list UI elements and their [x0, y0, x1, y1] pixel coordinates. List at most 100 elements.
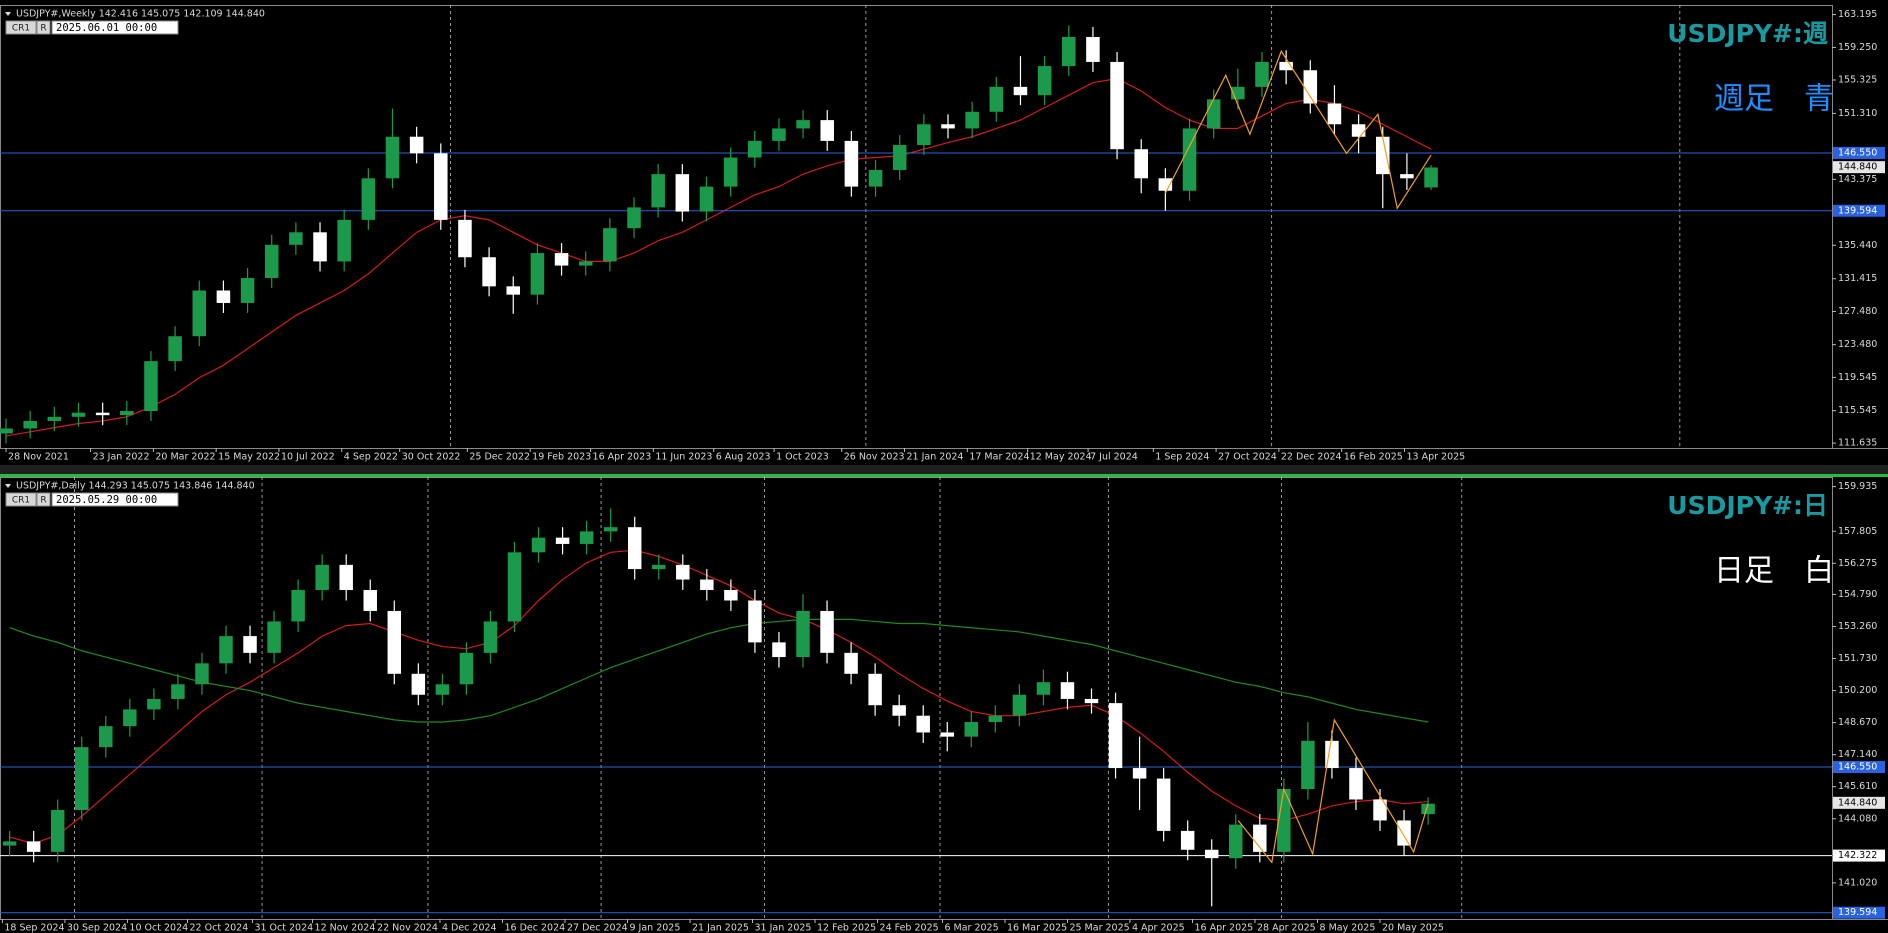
- x-tick-label: 17 Mar 2024: [969, 452, 1029, 463]
- toolbar-button-label: CR1: [12, 24, 30, 34]
- candle-body: [1373, 799, 1387, 821]
- candle-body: [1349, 768, 1363, 800]
- price-label: 146.550: [1838, 147, 1877, 158]
- candle-body: [1279, 61, 1293, 71]
- x-tick-label: 30 Oct 2022: [402, 452, 461, 463]
- candle-body: [1180, 830, 1195, 850]
- candle-body: [1086, 36, 1100, 62]
- x-tick-label: 23 Jan 2022: [93, 452, 150, 463]
- candle-body: [1132, 768, 1147, 779]
- candle-body: [0, 428, 13, 434]
- toolbar-button: [5, 492, 37, 507]
- x-tick-label: 19 Feb 2023: [532, 452, 591, 463]
- price-label-box: [1833, 906, 1885, 919]
- candle-body: [820, 120, 835, 141]
- note-label: 週足 青: [1714, 82, 1834, 117]
- candle-body: [724, 590, 738, 601]
- candle-body: [603, 228, 617, 262]
- candle-body: [385, 136, 400, 179]
- candle-body: [772, 642, 786, 658]
- candle-body: [289, 232, 303, 245]
- candle-body: [796, 120, 810, 129]
- x-tick-label: 6 Mar 2025: [944, 923, 998, 933]
- symbol-label: USDJPY#:週: [1667, 19, 1828, 48]
- menu-triangle: [5, 484, 11, 488]
- x-tick-label: 10 Oct 2024: [129, 923, 188, 933]
- x-tick-label: 15 May 2022: [218, 452, 280, 463]
- candle-body: [1037, 66, 1052, 96]
- candle-body: [796, 610, 810, 658]
- candle-body: [578, 261, 593, 266]
- current-price-label: 144.840: [1838, 162, 1877, 173]
- moving-average: [9, 549, 1429, 845]
- candle-body: [434, 153, 448, 220]
- x-tick-label: 11 Jun 2023: [655, 452, 712, 463]
- chart-panel: 163.195 159.250 155.325 151.310 143.375 135.4…: [0, 5, 1888, 463]
- toolbar-button: [5, 20, 37, 35]
- candle-body: [120, 411, 134, 416]
- candle-body: [339, 564, 353, 591]
- chart-panel: 159.935 157.805 156.275 154.790 153.260 151.7…: [0, 477, 1888, 933]
- candle-body: [361, 178, 376, 220]
- y-tick-label: 156.275: [1838, 558, 1877, 569]
- candle-body: [1327, 103, 1342, 125]
- price-label: 146.550: [1838, 762, 1877, 773]
- candle-body: [530, 253, 545, 295]
- candle-body: [1036, 682, 1051, 695]
- x-tick-label: 16 Feb 2025: [1344, 452, 1403, 463]
- x-tick-label: 21 Jan 2025: [692, 923, 749, 933]
- menu-triangle: [5, 12, 11, 16]
- y-tick-label: 148.670: [1838, 717, 1877, 728]
- candle-body: [123, 709, 137, 727]
- candle-body: [1108, 703, 1123, 769]
- x-tick-label: 25 Dec 2022: [469, 452, 530, 463]
- moving-average: [9, 618, 1429, 723]
- candle-body: [435, 684, 450, 695]
- x-tick-label: 22 Dec 2024: [1281, 452, 1342, 463]
- candle-body: [988, 715, 1003, 722]
- y-tick-label: 144.080: [1838, 813, 1877, 824]
- candle-body: [483, 621, 498, 653]
- chart-header: USDJPY#,Weekly 142.416 145.075 142.109 1…: [16, 9, 265, 20]
- candle-body: [1375, 136, 1390, 175]
- panel-divider: [0, 465, 1888, 475]
- candle-body: [1134, 149, 1148, 179]
- candle-body: [1421, 803, 1435, 815]
- y-tick-label: 151.310: [1838, 108, 1877, 119]
- y-tick-label: 155.325: [1838, 75, 1877, 86]
- y-tick-label: 111.635: [1838, 438, 1877, 449]
- candle-body: [652, 564, 666, 570]
- y-tick-label: 143.375: [1838, 174, 1877, 185]
- candle-body: [1110, 61, 1124, 150]
- candle-body: [627, 527, 642, 570]
- y-tick-label: 145.610: [1838, 781, 1877, 792]
- price-label: 142.322: [1838, 850, 1877, 861]
- x-tick-label: 28 Apr 2025: [1257, 923, 1316, 933]
- x-tick-label: 22 Nov 2024: [377, 923, 438, 933]
- x-tick-label: 12 May 2024: [1030, 452, 1092, 463]
- candle-body: [363, 590, 377, 611]
- date-box: [51, 20, 179, 35]
- candle-body: [337, 219, 351, 262]
- y-tick-label: 159.250: [1838, 42, 1877, 53]
- candle-body: [47, 416, 62, 421]
- candle-body: [409, 136, 424, 154]
- candle-body: [219, 636, 233, 664]
- candle-body: [458, 219, 472, 258]
- candle-body: [868, 169, 883, 187]
- candle-body: [1013, 86, 1028, 96]
- date-label: 2025.06.01 00:00: [56, 22, 157, 34]
- toolbar-button-label: CR1: [12, 496, 30, 506]
- candle-body: [1253, 824, 1267, 852]
- toolbar-button: [36, 20, 51, 35]
- candle-body: [772, 128, 786, 141]
- candle-body: [2, 841, 17, 846]
- y-tick-label: 141.020: [1838, 877, 1877, 888]
- candle-body: [555, 537, 570, 544]
- x-tick-label: 8 May 2025: [1320, 923, 1376, 933]
- candle-body: [868, 673, 882, 706]
- active-panel-border: [0, 474, 1888, 477]
- candle-body: [71, 412, 86, 417]
- candle-body: [603, 527, 618, 532]
